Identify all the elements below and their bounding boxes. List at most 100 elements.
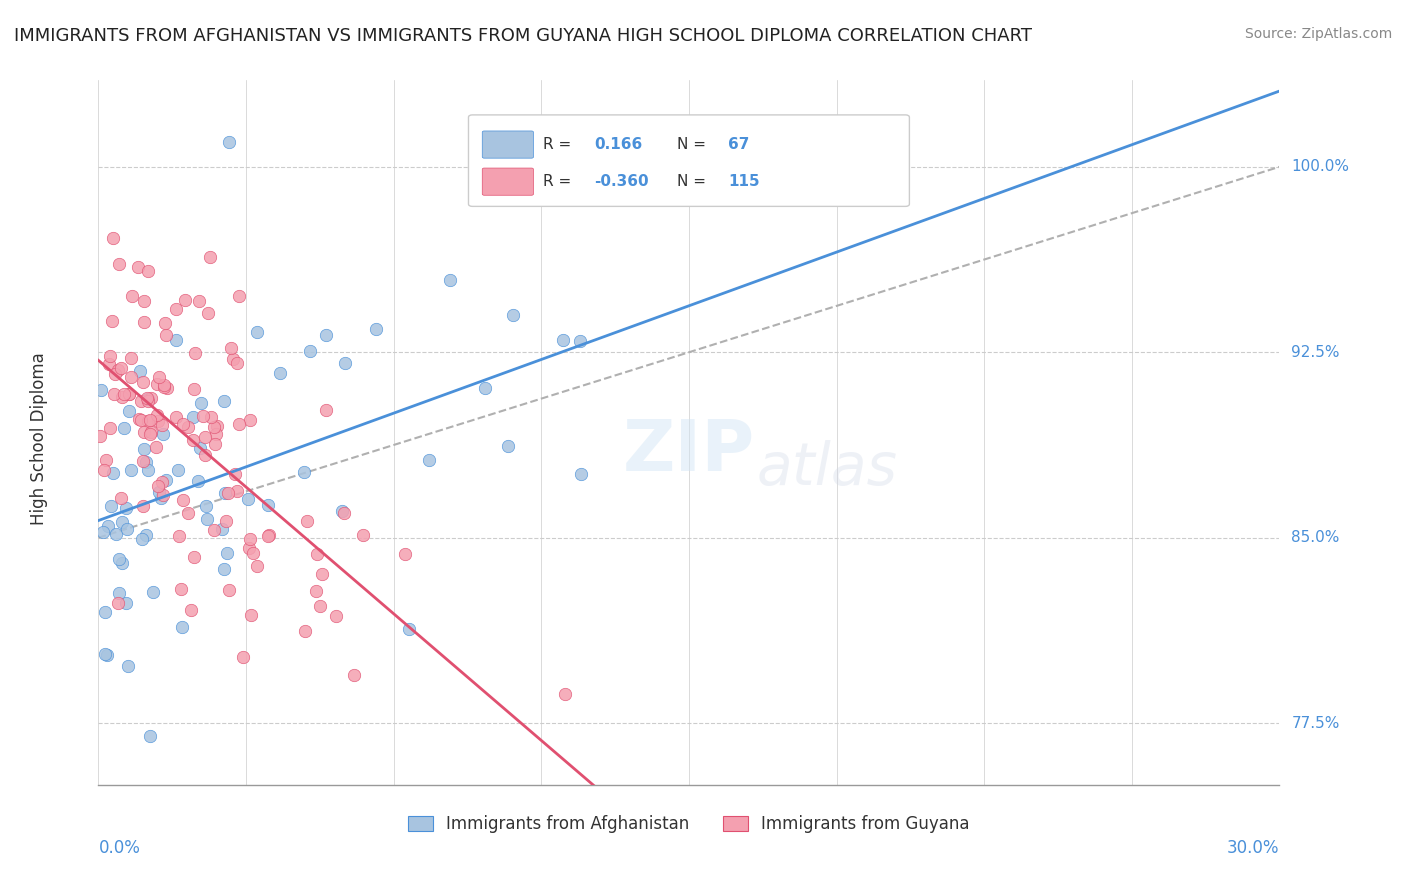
Point [246, 558, 269, 573]
Point [181, 410, 204, 425]
Point [195, 499, 218, 513]
Point [132, 500, 155, 514]
Point [110, 491, 132, 505]
Point [551, 333, 574, 347]
Point [202, 420, 225, 434]
Point [568, 334, 591, 348]
Point [165, 333, 187, 347]
Point [98, 349, 121, 363]
Text: 0.166: 0.166 [595, 137, 643, 152]
Point [333, 506, 356, 520]
Point [117, 658, 139, 673]
Point [496, 439, 519, 453]
Text: IMMIGRANTS FROM AFGHANISTAN VS IMMIGRANTS FROM GUYANA HIGH SCHOOL DIPLOMA CORREL: IMMIGRANTS FROM AFGHANISTAN VS IMMIGRANT… [14, 27, 1032, 45]
Text: N =: N = [678, 174, 711, 189]
Point [257, 528, 280, 542]
Point [197, 512, 219, 526]
Point [148, 484, 170, 499]
Point [112, 420, 135, 434]
Text: 0.0%: 0.0% [98, 839, 141, 857]
Point [228, 289, 250, 303]
Point [120, 370, 142, 384]
Point [308, 599, 330, 613]
Point [212, 562, 235, 576]
Point [139, 413, 162, 427]
Point [183, 382, 205, 396]
Text: atlas: atlas [756, 440, 897, 497]
Point [325, 608, 347, 623]
Point [108, 586, 131, 600]
Point [170, 582, 193, 596]
Point [236, 491, 259, 506]
Point [135, 528, 157, 542]
Point [97, 519, 120, 533]
Point [132, 375, 155, 389]
Point [134, 294, 156, 309]
Point [299, 343, 322, 358]
Point [202, 523, 225, 537]
Point [165, 410, 187, 425]
Point [155, 327, 177, 342]
Point [100, 313, 122, 327]
Point [98, 420, 121, 434]
Point [257, 529, 280, 543]
Point [112, 387, 135, 401]
Point [224, 467, 246, 481]
Point [187, 293, 209, 308]
Point [315, 328, 337, 343]
Point [228, 417, 250, 431]
Point [148, 414, 170, 428]
Point [131, 533, 153, 547]
Text: Source: ZipAtlas.com: Source: ZipAtlas.com [1244, 27, 1392, 41]
Text: R =: R = [543, 137, 576, 152]
Point [134, 315, 156, 329]
Point [204, 436, 226, 450]
Point [239, 413, 262, 427]
Text: 67: 67 [728, 137, 749, 152]
Point [305, 547, 328, 561]
Point [294, 624, 316, 638]
Point [172, 493, 194, 508]
Point [569, 467, 592, 481]
Point [295, 514, 318, 528]
Point [194, 449, 217, 463]
Point [198, 250, 221, 264]
Text: 115: 115 [728, 174, 759, 189]
Point [101, 466, 124, 480]
Point [103, 387, 125, 401]
Text: 100.0%: 100.0% [1291, 160, 1350, 174]
Point [257, 498, 280, 512]
Point [89, 428, 111, 442]
Point [150, 491, 173, 505]
Point [343, 668, 366, 682]
Point [330, 504, 353, 518]
Text: ZIP: ZIP [623, 417, 755, 485]
Point [242, 546, 264, 560]
Point [197, 306, 219, 320]
Point [155, 381, 177, 395]
Point [439, 272, 461, 286]
Point [150, 417, 173, 432]
Point [118, 387, 141, 401]
Point [131, 454, 153, 468]
Point [108, 552, 131, 566]
Point [181, 433, 204, 447]
Point [94, 647, 117, 661]
Point [118, 403, 141, 417]
Point [111, 390, 134, 404]
Point [107, 596, 129, 610]
Point [174, 293, 197, 307]
Point [148, 369, 170, 384]
Point [153, 316, 176, 330]
Point [364, 321, 387, 335]
Point [167, 529, 190, 543]
Point [246, 325, 269, 339]
Point [100, 500, 122, 514]
Point [165, 302, 187, 317]
Point [212, 394, 235, 409]
Point [177, 506, 200, 520]
Point [120, 463, 142, 477]
Point [107, 363, 129, 377]
Point [167, 463, 190, 477]
Point [502, 308, 524, 322]
